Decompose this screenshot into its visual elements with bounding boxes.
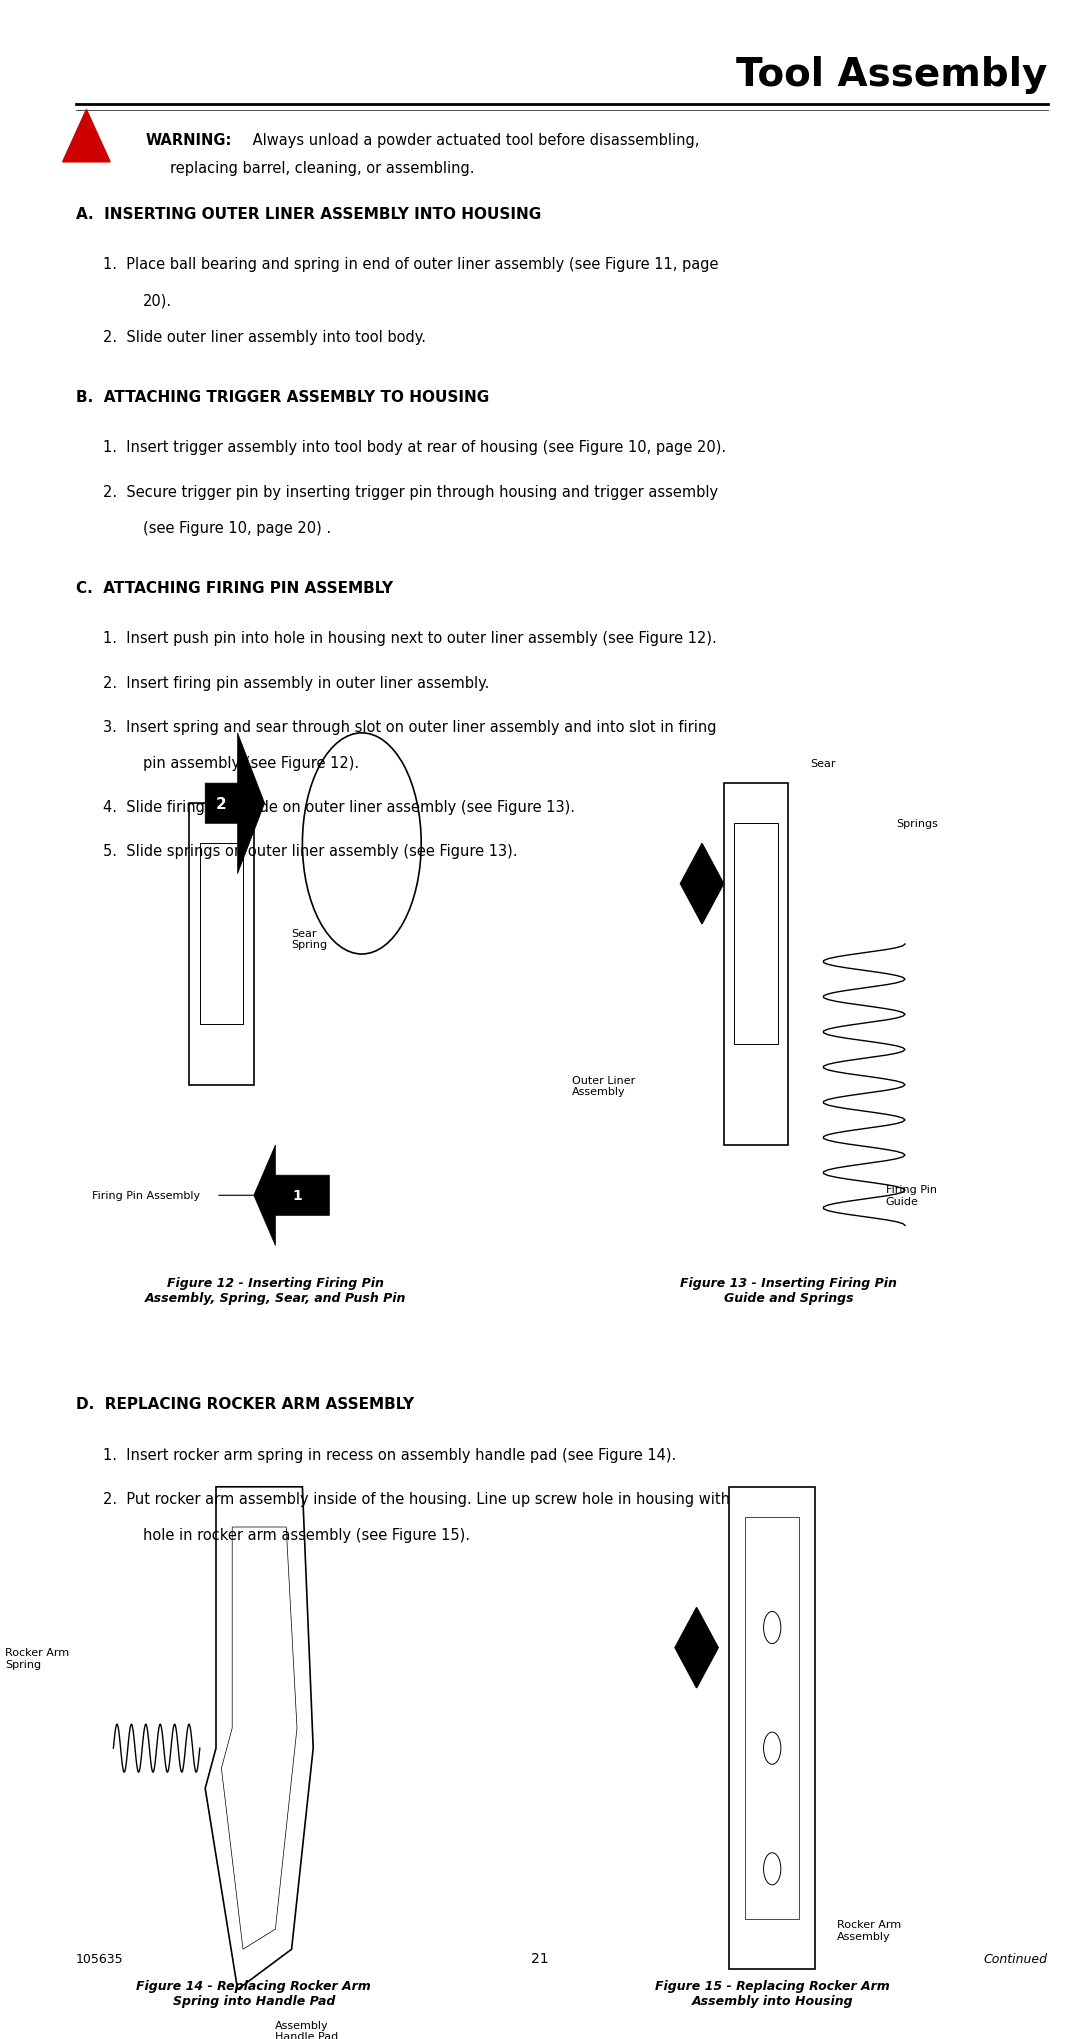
Text: 21: 21	[531, 1951, 549, 1966]
Polygon shape	[680, 844, 724, 924]
Text: 105635: 105635	[76, 1953, 123, 1966]
Text: 5.  Slide springs on outer liner assembly (see Figure 13).: 5. Slide springs on outer liner assembly…	[103, 844, 517, 858]
Text: 2.  Secure trigger pin by inserting trigger pin through housing and trigger asse: 2. Secure trigger pin by inserting trigg…	[103, 485, 718, 500]
Text: 1.  Insert trigger assembly into tool body at rear of housing (see Figure 10, pa: 1. Insert trigger assembly into tool bod…	[103, 440, 726, 455]
Text: replacing barrel, cleaning, or assembling.: replacing barrel, cleaning, or assemblin…	[170, 161, 474, 175]
Text: 1: 1	[292, 1189, 302, 1203]
Text: A.  INSERTING OUTER LINER ASSEMBLY INTO HOUSING: A. INSERTING OUTER LINER ASSEMBLY INTO H…	[76, 208, 541, 222]
Text: !: !	[83, 137, 90, 149]
Text: 1.  Insert rocker arm spring in recess on assembly handle pad (see Figure 14).: 1. Insert rocker arm spring in recess on…	[103, 1448, 676, 1462]
Text: Sear: Sear	[810, 759, 836, 769]
Polygon shape	[205, 734, 265, 875]
Text: Figure 12 - Inserting Firing Pin
Assembly, Spring, Sear, and Push Pin: Figure 12 - Inserting Firing Pin Assembl…	[145, 1276, 406, 1305]
Text: Sear
Spring: Sear Spring	[292, 928, 327, 950]
Text: D.  REPLACING ROCKER ARM ASSEMBLY: D. REPLACING ROCKER ARM ASSEMBLY	[76, 1397, 414, 1411]
Text: C.  ATTACHING FIRING PIN ASSEMBLY: C. ATTACHING FIRING PIN ASSEMBLY	[76, 581, 393, 595]
Text: Firing Pin Assembly: Firing Pin Assembly	[92, 1191, 200, 1201]
Text: 2.  Put rocker arm assembly inside of the housing. Line up screw hole in housing: 2. Put rocker arm assembly inside of the…	[103, 1491, 730, 1507]
Text: Rocker Arm
Assembly: Rocker Arm Assembly	[837, 1919, 901, 1941]
Text: Springs: Springs	[896, 820, 939, 830]
Text: Continued: Continued	[984, 1953, 1048, 1966]
Polygon shape	[63, 110, 110, 163]
Text: hole in rocker arm assembly (see Figure 15).: hole in rocker arm assembly (see Figure …	[143, 1527, 470, 1541]
Text: 2.  Slide outer liner assembly into tool body.: 2. Slide outer liner assembly into tool …	[103, 330, 426, 345]
Text: 3.  Insert spring and sear through slot on outer liner assembly and into slot in: 3. Insert spring and sear through slot o…	[103, 720, 716, 734]
Text: 20).: 20).	[143, 294, 172, 308]
Polygon shape	[254, 1146, 329, 1246]
Text: pin assembly (see Figure 12).: pin assembly (see Figure 12).	[143, 756, 359, 771]
Text: 1.  Place ball bearing and spring in end of outer liner assembly (see Figure 11,: 1. Place ball bearing and spring in end …	[103, 257, 718, 273]
Text: (see Figure 10, page 20) .: (see Figure 10, page 20) .	[143, 520, 330, 536]
Text: Outer Liner
Assembly: Outer Liner Assembly	[572, 1075, 636, 1097]
Text: Tool Assembly: Tool Assembly	[737, 57, 1048, 94]
Text: Rocker Arm
Spring: Rocker Arm Spring	[5, 1648, 69, 1668]
Text: Always unload a powder actuated tool before disassembling,: Always unload a powder actuated tool bef…	[248, 133, 700, 147]
Text: 2.  Insert firing pin assembly in outer liner assembly.: 2. Insert firing pin assembly in outer l…	[103, 675, 489, 691]
Text: B.  ATTACHING TRIGGER ASSEMBLY TO HOUSING: B. ATTACHING TRIGGER ASSEMBLY TO HOUSING	[76, 389, 489, 406]
Text: 4.  Slide firing pin guide on outer liner assembly (see Figure 13).: 4. Slide firing pin guide on outer liner…	[103, 799, 575, 816]
Text: Figure 15 - Replacing Rocker Arm
Assembly into Housing: Figure 15 - Replacing Rocker Arm Assembl…	[654, 1980, 890, 2008]
Text: Figure 13 - Inserting Firing Pin
Guide and Springs: Figure 13 - Inserting Firing Pin Guide a…	[680, 1276, 896, 1305]
Text: 2: 2	[216, 797, 227, 812]
Text: Figure 14 - Replacing Rocker Arm
Spring into Handle Pad: Figure 14 - Replacing Rocker Arm Spring …	[136, 1980, 372, 2008]
Text: 1.  Insert push pin into hole in housing next to outer liner assembly (see Figur: 1. Insert push pin into hole in housing …	[103, 630, 716, 646]
Polygon shape	[675, 1607, 718, 1688]
Text: WARNING:: WARNING:	[146, 133, 232, 147]
Text: Firing Pin
Guide: Firing Pin Guide	[886, 1185, 936, 1207]
Text: Assembly
Handle Pad: Assembly Handle Pad	[275, 2019, 339, 2039]
